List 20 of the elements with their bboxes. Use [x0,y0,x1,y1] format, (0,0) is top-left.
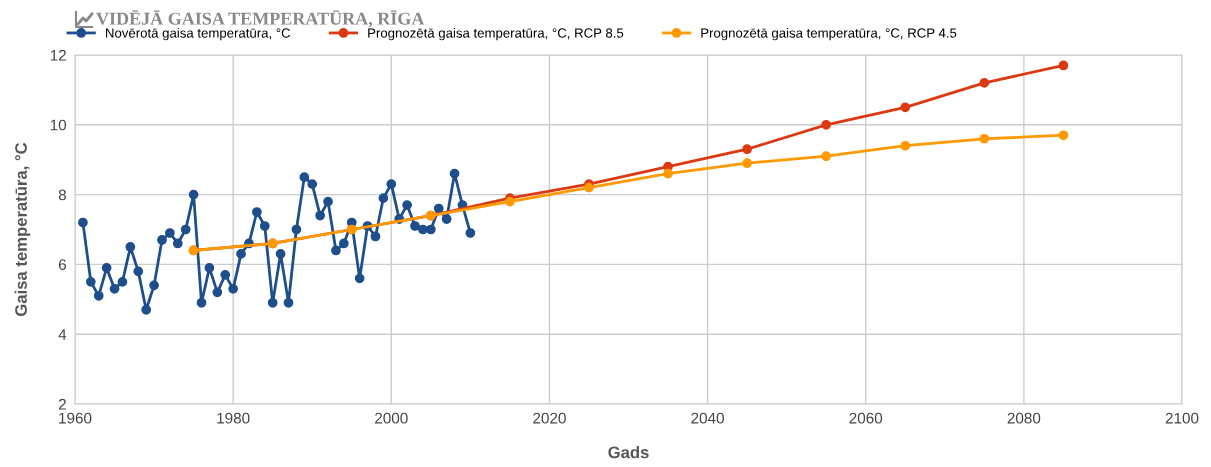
chart-title: VIDĒJĀ GAISA TEMPERATŪRA, RĪGA [96,10,425,28]
x-tick-label: 1960 [59,412,92,424]
y-tick-label: 2 [58,398,66,410]
x-tick-label: 2020 [533,412,566,424]
x-tick-label: 2040 [691,412,724,424]
x-tick-label: 2000 [375,412,408,424]
y-tick-label: 8 [58,189,66,201]
legend-label: Prognozētā gaisa temperatūra, °C, RCP 8.5 [368,28,624,41]
x-axis-title: Gads [608,446,649,459]
legend-label: Prognozētā gaisa temperatūra, °C, RCP 4.5 [701,28,957,41]
y-tick-label: 4 [58,329,67,340]
x-tick-label: 1980 [217,412,250,424]
x-tick-label: 2060 [849,412,883,424]
x-tick-label: 2080 [1007,412,1041,424]
y-tick-label: 12 [50,49,66,61]
legend-label: Novērotā gaisa temperatūra, °C [106,28,291,41]
x-tick-label: 2100 [1165,412,1199,424]
y-tick-label: 6 [58,259,66,271]
y-tick-label: 10 [50,119,67,131]
y-axis-title: Gaisa temperatūra, °C [14,142,31,316]
